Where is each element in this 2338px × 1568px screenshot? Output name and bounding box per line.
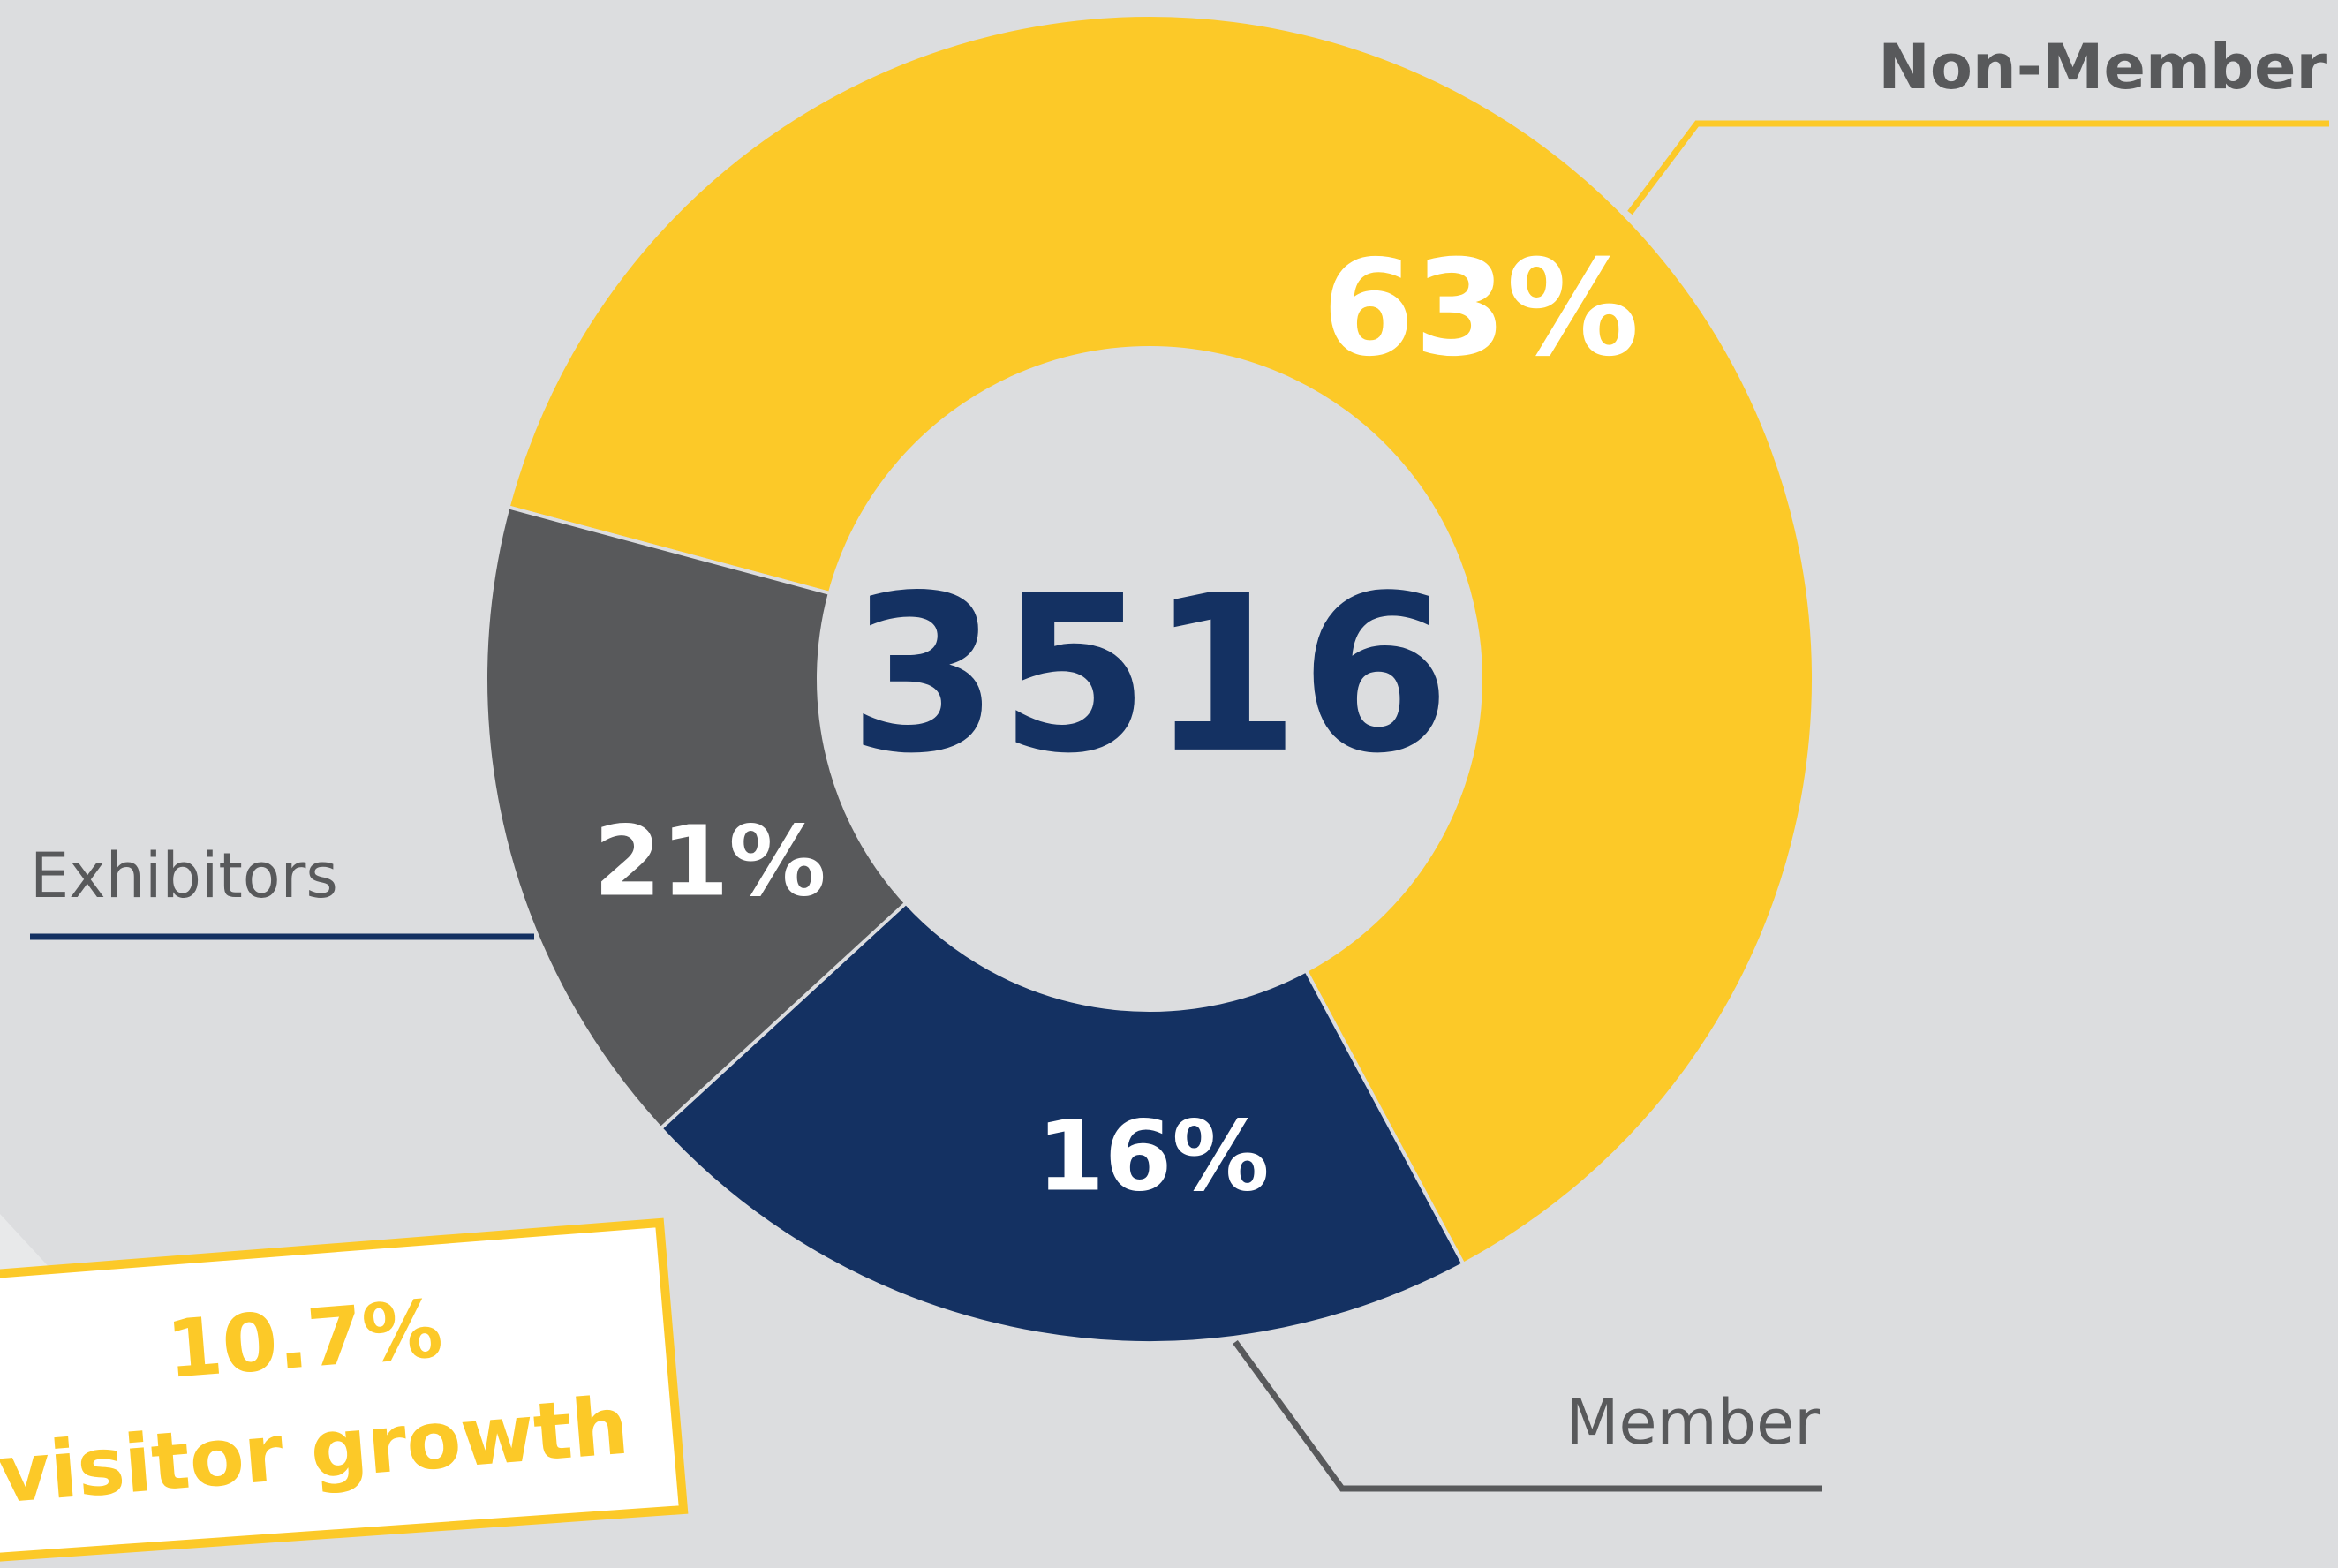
annotation-box: 10.7% visitor growth bbox=[0, 1217, 689, 1562]
decor bbox=[0, 1214, 53, 1275]
value-label: 16% bbox=[1037, 1099, 1269, 1212]
leader-line bbox=[1627, 120, 2329, 215]
donut bbox=[484, 13, 1815, 1345]
category-label: Member bbox=[1565, 1386, 1820, 1459]
leader-line bbox=[1233, 1339, 1822, 1492]
annotation-line: 10.7% bbox=[163, 1283, 446, 1397]
category-label: Exhibitors bbox=[30, 840, 338, 912]
value-label: 63% bbox=[1322, 232, 1639, 386]
center-label: 3516 bbox=[848, 549, 1451, 801]
value-label: 21% bbox=[593, 804, 826, 917]
pie-segment bbox=[484, 504, 909, 1131]
pie-segment bbox=[506, 13, 1815, 1267]
category-label: Non-Member bbox=[1878, 31, 2327, 103]
annotation-frame bbox=[0, 1217, 689, 1562]
labels: 63% Non-Member 21% Exhibitors 16% Member bbox=[30, 31, 2329, 1492]
pie-segment bbox=[658, 901, 1467, 1345]
